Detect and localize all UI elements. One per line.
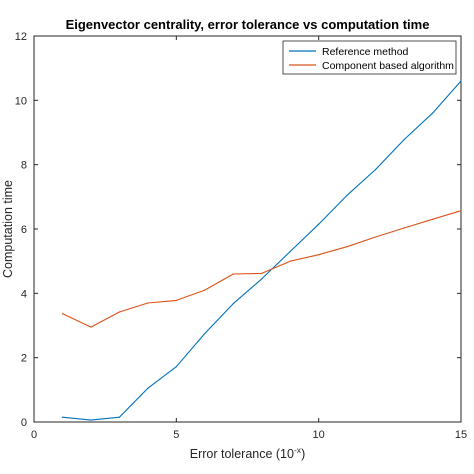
y-tick-label: 2 [21,353,27,365]
series-1-point [261,272,263,274]
series-0-point [318,223,320,225]
y-tick-label: 12 [15,31,27,43]
legend: Reference method Component based algorith… [282,40,457,75]
y-tick-label: 8 [21,160,27,172]
series-1-point [403,227,405,229]
series-0-point [147,387,149,389]
series-0-point [90,419,92,421]
series-group [61,80,462,421]
series-0-point [232,303,234,305]
legend-label-1: Component based algorithm [322,60,454,72]
y-tick-label: 6 [21,224,27,236]
series-1-point [175,299,177,302]
x-axis-title: Error tolerance (10-x) [190,445,305,461]
y-tick-label: 0 [21,417,27,429]
series-1-point [232,273,234,275]
series-0-point [460,80,462,82]
series-1-point [204,289,206,291]
legend-label-0: Reference method [322,46,409,58]
series-1-point [90,326,92,328]
x-axis-title-exponent: -x [294,445,302,455]
series-0-point [118,416,120,418]
x-axis: 0 5 10 15 [31,36,467,441]
series-0-point [431,112,434,114]
series-0-point [261,278,263,280]
y-axis: 0 2 4 6 8 10 12 [15,31,461,429]
legend-box [282,40,457,75]
series-1-point [147,302,149,304]
series-1-point [118,311,120,313]
x-tick-label: 10 [313,429,325,441]
series-0-point [375,168,377,171]
series-1-point [289,260,291,262]
x-axis-title-base: Error tolerance (10 [190,447,294,461]
chart-title: Eigenvector centrality, error tolerance … [66,17,430,32]
x-axis-title-close: ) [301,447,305,461]
series-0-point [61,416,64,418]
series-1-point [375,236,377,238]
series-0-point [403,138,405,141]
x-tick-label: 15 [455,429,467,441]
series-0-point [175,366,177,368]
series-0-point [204,332,206,335]
x-tick-label: 0 [31,429,37,441]
y-axis-title: Computation time [1,180,15,278]
y-tick-label: 10 [15,95,27,107]
y-tick-label: 4 [21,288,27,300]
series-1-point [460,210,462,212]
series-1-point [346,246,348,248]
series-1-point [431,218,434,220]
series-0-point [289,250,291,253]
x-tick-label: 5 [173,429,179,441]
series-1-point [61,312,64,315]
series-1-point [318,254,320,256]
series-0-point [346,194,348,196]
